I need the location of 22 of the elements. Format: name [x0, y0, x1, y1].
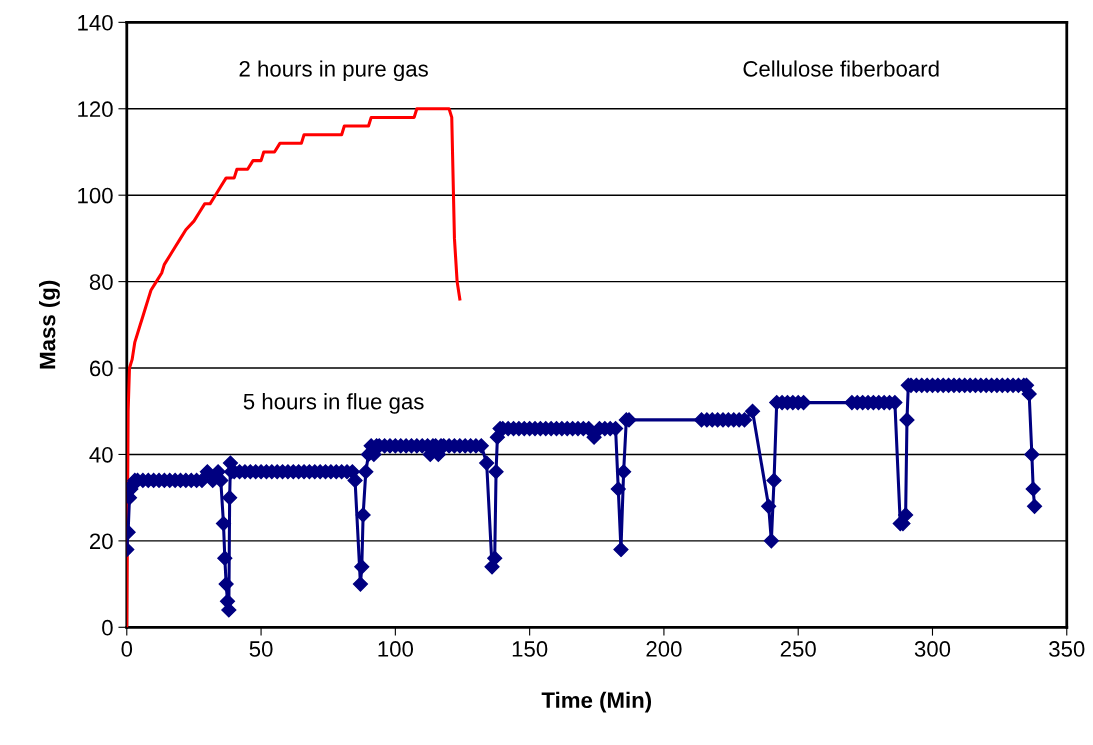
- x-tick-label: 150: [512, 641, 548, 657]
- line-series: [126, 107, 462, 628]
- series-label: 2 hours in pure gas: [239, 60, 428, 82]
- y-axis-title: Mass (g): [39, 280, 60, 369]
- x-tick-label: 50: [249, 641, 273, 657]
- x-tick-label: 200: [646, 641, 682, 657]
- x-tick-label: 350: [1049, 641, 1085, 657]
- x-tick-label: 300: [914, 641, 951, 657]
- y-tick-label: 120: [78, 101, 113, 118]
- x-tick-label: 100: [378, 641, 414, 657]
- x-tick-label: 250: [780, 641, 816, 657]
- annotation: Cellulose fiberboard: [743, 60, 939, 77]
- y-tick-label: 40: [89, 446, 113, 463]
- y-tick-label: 20: [90, 533, 113, 550]
- y-tick-label: 80: [89, 274, 113, 290]
- y-tick-label: 60: [90, 360, 113, 377]
- x-tick-label: 0: [121, 641, 133, 657]
- y-tick-label: 140: [78, 14, 113, 31]
- y-tick-label: 0: [102, 619, 113, 636]
- series-label: 5 hours in flue gas: [243, 393, 424, 414]
- x-axis-title: Time (Min): [541, 691, 652, 713]
- y-tick-label: 100: [78, 187, 113, 204]
